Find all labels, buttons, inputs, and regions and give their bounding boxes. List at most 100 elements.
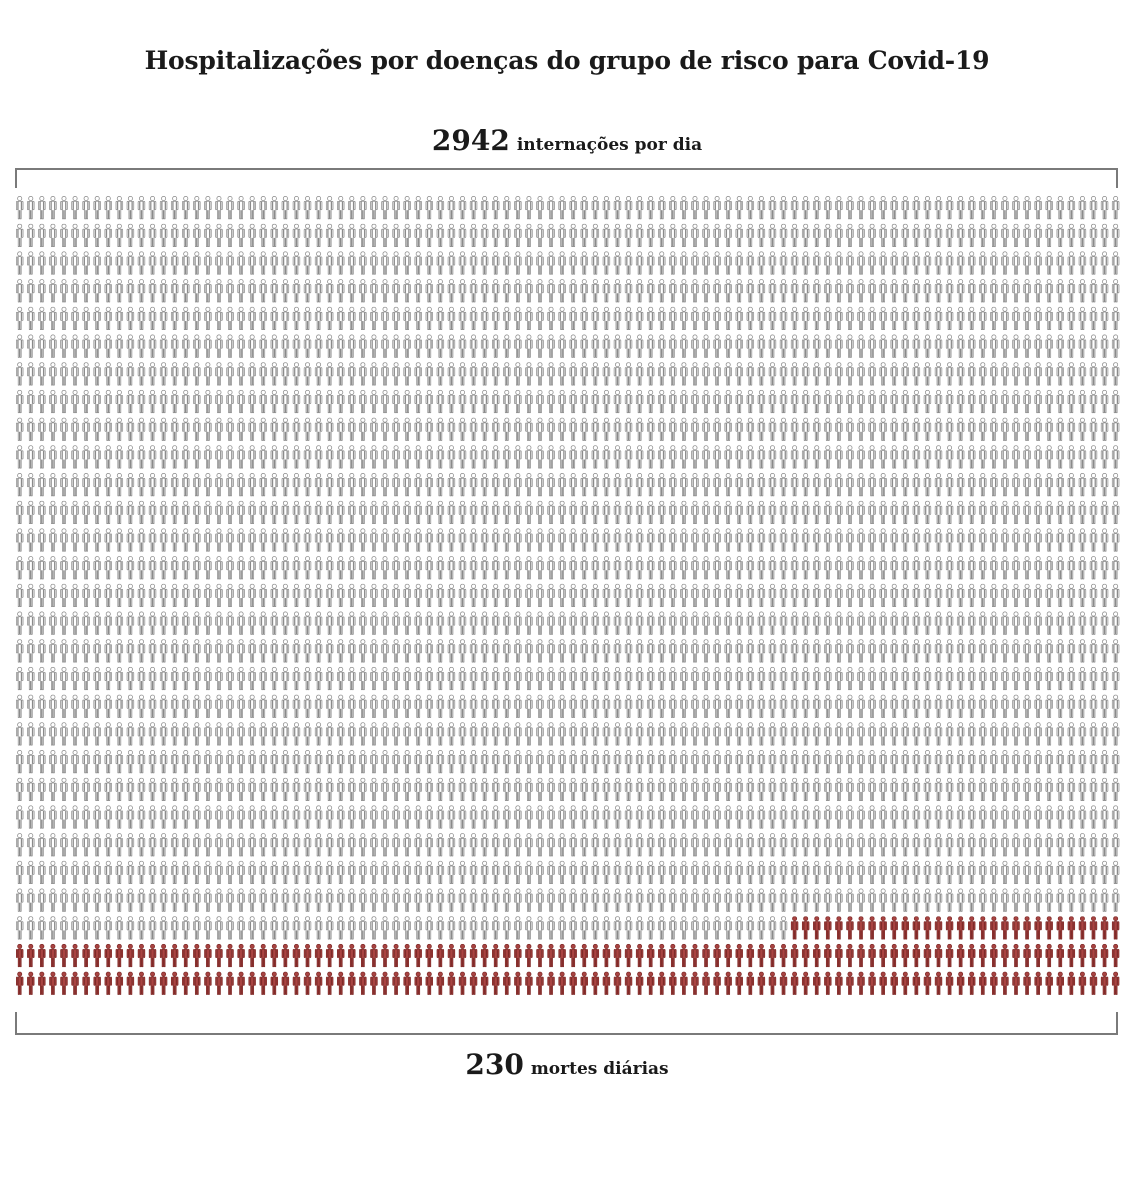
person-icon-hospitalization <box>879 251 887 275</box>
person-icon-hospitalization <box>436 694 445 718</box>
person-icon-hospitalization <box>1034 583 1042 608</box>
person-icon-hospitalization <box>193 888 201 912</box>
person-icon-hospitalization <box>547 445 555 469</box>
person-icon-hospitalization <box>148 694 157 718</box>
person-icon-hospitalization <box>968 777 976 801</box>
person-icon-hospitalization <box>270 279 279 303</box>
person-icon-hospitalization <box>381 417 389 441</box>
person-icon-hospitalization <box>126 916 135 940</box>
person-icon-hospitalization <box>215 666 223 691</box>
person-icon-hospitalization <box>613 611 622 635</box>
person-icon-death <box>669 943 677 968</box>
person-icon-hospitalization <box>104 279 112 303</box>
person-icon-death <box>38 971 46 995</box>
person-icon-hospitalization <box>503 334 511 358</box>
person-icon-death <box>204 971 212 995</box>
person-icon-hospitalization <box>414 528 422 552</box>
person-icon-hospitalization <box>281 279 290 303</box>
person-icon-hospitalization <box>658 777 666 801</box>
person-icon-hospitalization <box>27 500 35 524</box>
person-icon-hospitalization <box>591 666 600 691</box>
person-icon-hospitalization <box>857 389 865 414</box>
person-icon-hospitalization <box>979 888 987 912</box>
person-icon-hospitalization <box>226 833 234 857</box>
person-icon-hospitalization <box>702 777 710 801</box>
person-icon-hospitalization <box>735 500 743 524</box>
person-icon-hospitalization <box>1056 334 1064 358</box>
person-icon-hospitalization <box>503 500 511 524</box>
person-icon-hospitalization <box>901 556 910 580</box>
person-icon-hospitalization <box>624 306 633 331</box>
person-icon-hospitalization <box>182 445 190 469</box>
person-icon-hospitalization <box>901 473 910 497</box>
person-icon-hospitalization <box>49 805 57 829</box>
person-icon-hospitalization <box>558 500 566 524</box>
person-icon-hospitalization <box>38 639 46 663</box>
person-icon-hospitalization <box>1056 473 1064 497</box>
person-icon-death <box>591 971 600 995</box>
person-icon-hospitalization <box>1078 639 1087 663</box>
person-icon-hospitalization <box>702 666 710 691</box>
person-icon-hospitalization <box>768 445 777 469</box>
person-icon-hospitalization <box>159 417 168 441</box>
person-icon-hospitalization <box>49 666 57 691</box>
person-icon-hospitalization <box>790 777 799 801</box>
person-icon-hospitalization <box>115 611 124 635</box>
person-icon-death <box>1023 971 1031 995</box>
person-icon-hospitalization <box>1111 639 1120 663</box>
person-icon-hospitalization <box>148 196 157 220</box>
person-icon-hospitalization <box>292 362 301 386</box>
person-icon-hospitalization <box>447 916 456 940</box>
person-icon-hospitalization <box>879 611 887 635</box>
person-icon-hospitalization <box>436 223 445 247</box>
person-icon-hospitalization <box>381 445 389 469</box>
person-icon-hospitalization <box>1023 334 1031 358</box>
person-icon-hospitalization <box>447 417 456 441</box>
person-icon-hospitalization <box>691 639 699 663</box>
person-icon-hospitalization <box>1078 722 1087 746</box>
person-icon-death <box>890 943 898 968</box>
person-icon-hospitalization <box>990 722 998 746</box>
person-icon-hospitalization <box>912 196 921 220</box>
person-icon-hospitalization <box>491 389 500 414</box>
person-icon-hospitalization <box>348 805 356 829</box>
person-icon-hospitalization <box>204 556 212 580</box>
person-icon-hospitalization <box>901 888 910 912</box>
person-icon-hospitalization <box>126 473 135 497</box>
person-icon-hospitalization <box>890 528 898 552</box>
person-icon-hospitalization <box>1001 777 1009 801</box>
person-icon-hospitalization <box>381 473 389 497</box>
person-icon-hospitalization <box>813 750 821 774</box>
person-icon-death <box>182 943 190 968</box>
person-icon-hospitalization <box>624 694 633 718</box>
person-icon-hospitalization <box>724 556 732 580</box>
person-icon-hospitalization <box>779 777 788 801</box>
person-icon-hospitalization <box>148 251 157 275</box>
person-icon-hospitalization <box>137 722 146 746</box>
person-icon-hospitalization <box>602 417 611 441</box>
person-icon-hospitalization <box>49 279 57 303</box>
person-icon-hospitalization <box>923 833 932 857</box>
person-icon-hospitalization <box>923 528 932 552</box>
person-icon-hospitalization <box>790 722 799 746</box>
person-icon-hospitalization <box>1067 306 1076 331</box>
person-icon-hospitalization <box>669 334 677 358</box>
person-icon-hospitalization <box>757 528 766 552</box>
person-icon-hospitalization <box>569 722 577 746</box>
person-icon-hospitalization <box>912 833 921 857</box>
person-icon-hospitalization <box>425 888 434 912</box>
person-icon-hospitalization <box>182 666 190 691</box>
person-icon-death <box>159 971 168 995</box>
person-icon-hospitalization <box>824 860 832 885</box>
person-icon-hospitalization <box>60 583 68 608</box>
person-icon-hospitalization <box>746 306 755 331</box>
person-icon-hospitalization <box>491 694 500 718</box>
person-icon-hospitalization <box>735 666 743 691</box>
person-icon-death <box>1078 971 1087 995</box>
person-icon-hospitalization <box>624 556 633 580</box>
person-icon-hospitalization <box>193 611 201 635</box>
person-icon-hospitalization <box>1001 860 1009 885</box>
person-icon-hospitalization <box>613 279 622 303</box>
person-icon-hospitalization <box>547 500 555 524</box>
person-icon-hospitalization <box>968 750 976 774</box>
